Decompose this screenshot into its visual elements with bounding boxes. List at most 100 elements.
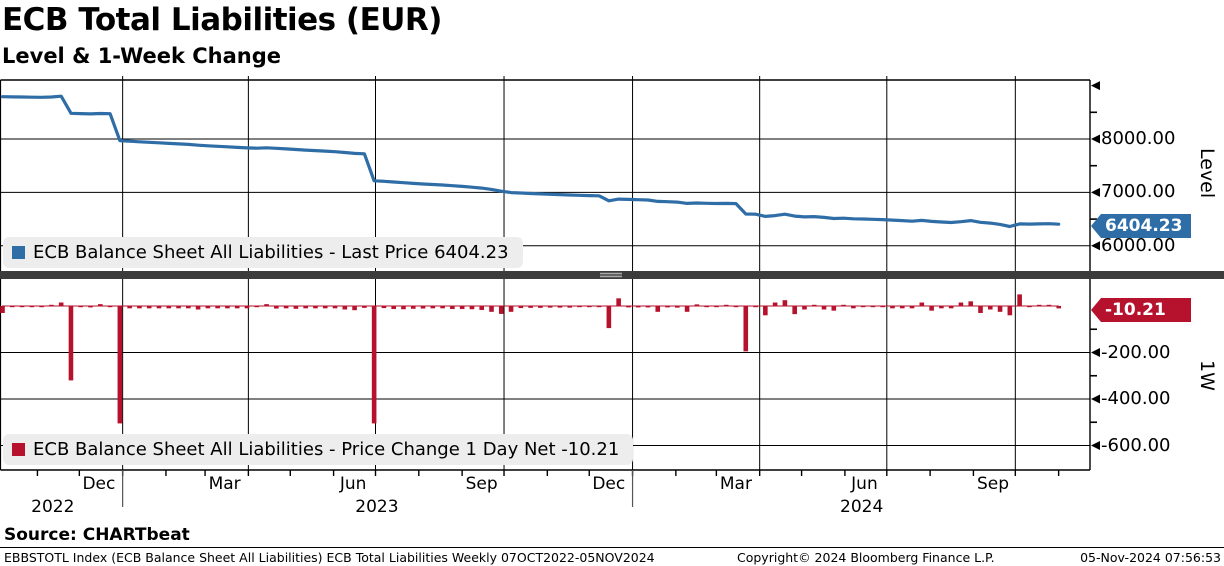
x-month-label: Dec [592,474,626,494]
change-bar [675,306,680,308]
axis-label-1w: 1W [1196,360,1218,391]
major-y-tick-arrow-icon [1091,187,1100,197]
change-bar [430,306,436,309]
change-bar [29,306,35,308]
change-bar [528,306,533,308]
y-tick-label: -400.00 [1101,388,1171,409]
change-bar [78,306,84,308]
change-bar [655,306,661,312]
legend-change-text: ECB Balance Sheet All Liabilities - Pric… [33,439,620,460]
legend-change[interactable]: ECB Balance Sheet All Liabilities - Pric… [3,434,634,465]
y-tick-label: -200.00 [1101,341,1171,363]
level-line [0,94,1061,229]
change-bar [244,306,250,309]
level-series-swatch-icon [12,246,25,259]
change-bar [1056,306,1062,309]
change-bar [381,306,387,309]
change-bar [371,306,377,424]
change-bar [489,306,494,312]
change-bar [802,306,807,310]
change-bar [391,306,396,310]
change-bar [215,306,220,309]
major-y-tick-arrow-icon [1091,441,1100,450]
change-bar [332,306,338,309]
change-bar [596,306,602,308]
legend-level-text: ECB Balance Sheet All Liabilities - Last… [33,242,509,263]
change-bar [772,302,778,306]
change-bar [987,306,993,310]
major-y-tick-arrow-icon [1091,134,1100,144]
x-year-label: 2023 [355,497,399,517]
change-bar [9,306,15,308]
x-year-label: 2022 [31,497,75,517]
change-bar [1017,294,1022,306]
change-bar [274,306,279,309]
change-bar [948,306,954,309]
change-bar [704,306,709,308]
change-bar [205,306,211,309]
statusbar-timestamp: 05-Nov-2024 07:56:53 [1080,550,1221,565]
legend-level[interactable]: ECB Balance Sheet All Liabilities - Last… [3,237,523,268]
change-bar [68,306,74,381]
change-bar [978,306,983,313]
change-bar [616,298,621,306]
change-bar [410,306,416,309]
change-bar [176,306,181,309]
statusbar-security-info: EBBSTOTL Index (ECB Balance Sheet All Li… [4,550,655,565]
x-month-label: Sep [976,474,1009,494]
change-bar [958,302,964,306]
change-bar [899,306,905,309]
change-bar [303,306,308,309]
change-bar [88,306,93,308]
last-price-badge-change: -10.21 [1091,298,1191,322]
change-bar [362,306,367,308]
change-bar [1046,304,1052,306]
change-bar [469,306,475,310]
change-bar [929,306,934,311]
change-bar [166,306,172,309]
change-bar [19,306,25,308]
y-tick-label: -600.00 [1101,434,1171,456]
change-bar [763,306,768,316]
change-bar [645,306,651,308]
change-bar [352,306,357,311]
x-month-label: Mar [208,474,241,494]
change-bar [195,306,201,310]
change-bar [880,306,885,308]
change-bar [714,306,719,308]
change-bar [753,306,758,308]
x-month-label: Sep [465,474,498,494]
change-bar [508,306,514,312]
change-bar [58,302,64,306]
change-bar [870,306,876,308]
source-line: Source: CHARTbeat [4,525,190,545]
y-tick-label: 6000.00 [1101,234,1176,256]
change-bar [733,306,739,308]
change-bar [186,306,191,309]
last-price-badge-level: 6404.23 [1091,214,1191,238]
change-bar [283,306,289,309]
change-bar [939,306,944,309]
x-year-label: 2024 [840,497,884,517]
change-bar [225,306,230,309]
y-tick-label: 8000.00 [1101,128,1176,149]
change-bar [264,304,269,306]
change-bar [137,306,142,309]
panel-resize-handle[interactable] [0,271,1224,279]
change-bar [968,301,974,306]
change-bar [538,306,543,308]
change-bar [723,304,729,306]
change-bar [98,304,103,306]
change-bar [440,306,445,309]
change-bar [254,306,260,308]
change-bar [401,306,406,310]
change-bar [665,306,670,308]
change-bar [39,306,44,308]
change-bar [1007,306,1013,316]
major-y-tick-arrow-icon [1091,241,1100,251]
change-bar [635,306,641,308]
chart-title: ECB Total Liabilities (EUR) [2,2,442,38]
change-bar [997,306,1003,312]
major-y-tick-arrow-icon [1091,348,1100,357]
